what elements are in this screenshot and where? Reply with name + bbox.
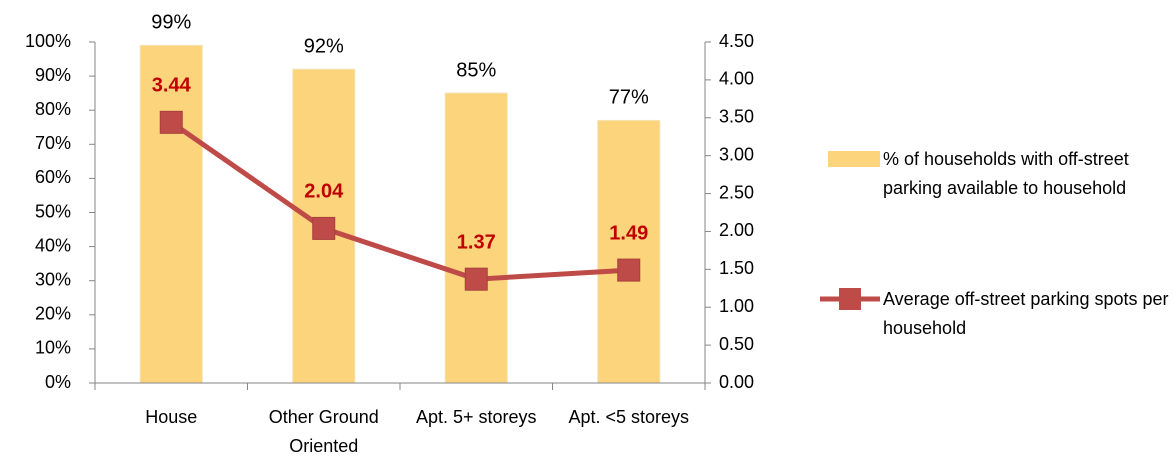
line-marker: [312, 216, 336, 240]
y-tick-label: 80%: [35, 99, 71, 119]
bar-label: 92%: [304, 36, 344, 58]
y-tick-label: 70%: [35, 133, 71, 153]
x-tick-label: House: [145, 407, 198, 427]
y2-tick-label: 0.00: [719, 372, 754, 392]
x-tick-label: Apt. <5 storeys: [568, 407, 690, 427]
y-tick-label: 90%: [35, 65, 71, 85]
line-marker: [617, 258, 641, 282]
bar-label: 85%: [456, 59, 496, 81]
y-tick-label: 30%: [35, 269, 71, 289]
line-label: 1.37: [457, 231, 496, 253]
line-marker: [464, 267, 488, 291]
line-marker: [159, 110, 183, 134]
x-tick-label: Other Ground Oriented: [268, 407, 379, 456]
y2-tick-label: 4.00: [719, 69, 754, 89]
y2-tick-label: 3.50: [719, 107, 754, 127]
x-tick-label: Apt. 5+ storeys: [415, 407, 537, 427]
y2-tick-label: 2.00: [719, 220, 754, 240]
y-tick-label: 100%: [25, 31, 71, 51]
y-tick-label: 10%: [35, 338, 71, 358]
y2-tick-label: 2.50: [719, 182, 754, 202]
legend-label: Average off-street parking spots per hou…: [883, 289, 1169, 338]
line-label: 1.49: [609, 222, 648, 244]
y2-tick-label: 0.50: [719, 334, 754, 354]
y2-tick-label: 3.00: [719, 144, 754, 164]
bar: [597, 119, 661, 384]
bar-label: 99%: [151, 12, 191, 34]
y2-tick-label: 1.00: [719, 296, 754, 316]
y-tick-label: 40%: [35, 235, 71, 255]
y-tick-label: 50%: [35, 201, 71, 221]
line-label: 3.44: [152, 75, 192, 97]
y2-tick-label: 4.50: [719, 31, 754, 51]
bar: [139, 44, 203, 384]
y-tick-label: 20%: [35, 304, 71, 324]
line-label: 2.04: [304, 181, 344, 203]
legend-swatch: [828, 151, 880, 167]
line: [169, 120, 629, 282]
y-tick-label: 60%: [35, 167, 71, 187]
y-tick-label: 0%: [45, 372, 71, 392]
bar-label: 77%: [609, 87, 649, 109]
legend-marker: [839, 288, 861, 310]
bar: [444, 92, 508, 384]
legend-label: % of households with off-street parking …: [883, 149, 1129, 198]
y2-tick-label: 1.50: [719, 258, 754, 278]
